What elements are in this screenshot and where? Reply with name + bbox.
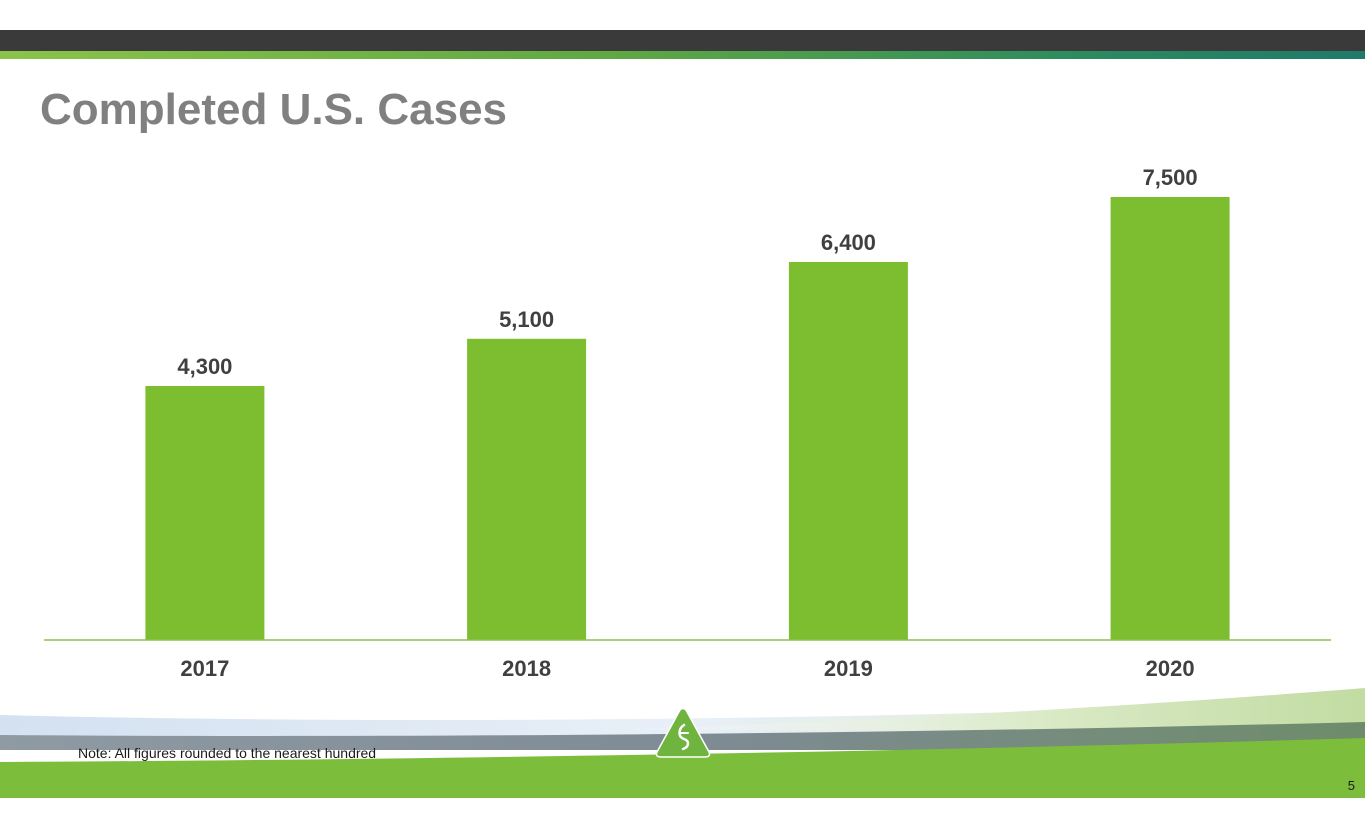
bar-2019 [788, 262, 908, 640]
logo-badge [655, 707, 711, 758]
triangle-leaf-logo-icon [678, 723, 690, 751]
value-labels-group: 4,300 5,100 6,400 7,500 [177, 165, 1197, 379]
bar-2020 [1110, 197, 1230, 640]
value-label-2019: 6,400 [821, 230, 876, 255]
bars-group [145, 197, 1230, 640]
x-tick-label-2018: 2018 [502, 656, 551, 681]
page-number: 5 [1347, 778, 1355, 793]
x-tick-label-2019: 2019 [824, 656, 873, 681]
x-tick-labels-group: 2017 2018 2019 2020 [180, 656, 1194, 681]
bar-2017 [145, 386, 265, 640]
value-label-2020: 7,500 [1143, 165, 1198, 190]
footnote: Note: All figures rounded to the nearest… [78, 745, 377, 761]
bar-2018 [467, 338, 587, 640]
value-label-2018: 5,100 [499, 307, 554, 332]
header-dark-bar [0, 30, 1365, 51]
header-accent-stripe [0, 51, 1365, 59]
slide-title: Completed U.S. Cases [40, 85, 508, 134]
x-tick-label-2020: 2020 [1146, 656, 1195, 681]
value-label-2017: 4,300 [177, 354, 232, 379]
x-tick-label-2017: 2017 [180, 656, 229, 681]
